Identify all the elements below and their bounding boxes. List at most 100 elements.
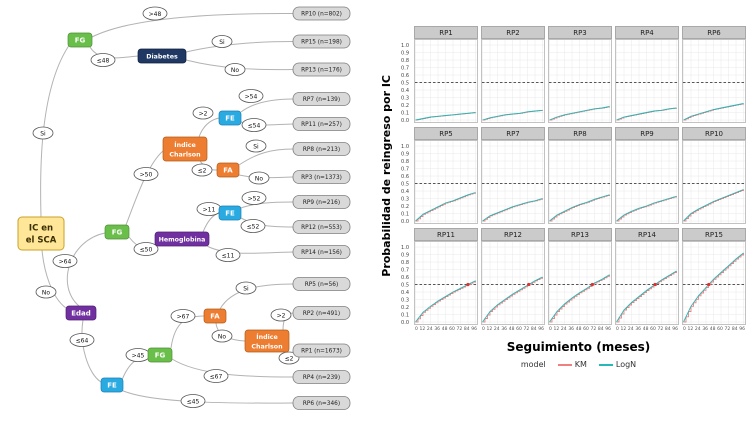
logn-line-swatch <box>598 363 613 366</box>
x-axis-ticks: 0 12 24 36 48 60 72 84 96 <box>616 327 678 332</box>
logn-curve <box>616 270 677 323</box>
tree-terminal-rp8: RP8 (n=213) <box>292 142 351 156</box>
tree-edge <box>171 358 294 378</box>
edge-label-si-root: Si <box>32 126 54 140</box>
svg-text:RP7 (n=139): RP7 (n=139) <box>303 97 340 103</box>
edge-label-le67: ≤67 <box>203 369 229 383</box>
svg-text:0.6: 0.6 <box>401 73 409 79</box>
edge-label-no-root: No <box>35 285 57 299</box>
svg-text:No: No <box>231 67 239 74</box>
facet-strip-RP9: RP9 <box>615 127 679 140</box>
tree-terminal-rp15: RP15 (n=198) <box>292 34 351 49</box>
svg-text:0.5: 0.5 <box>401 282 409 288</box>
svg-text:>45: >45 <box>132 352 145 359</box>
median-crossing-dot <box>590 282 594 287</box>
svg-text:FE: FE <box>225 210 235 218</box>
svg-text:Índice: Índice <box>174 140 196 149</box>
svg-text:≤45: ≤45 <box>187 398 200 405</box>
tree-edge <box>66 232 106 307</box>
svg-text:0.2: 0.2 <box>401 305 409 311</box>
svg-text:RP4 (n=239): RP4 (n=239) <box>303 375 340 381</box>
facet-panel-RP10 <box>682 140 746 224</box>
tree-node-diabetes: Diabetes <box>137 48 187 64</box>
x-axis-ticks: 0 12 24 36 48 60 72 84 96 <box>482 327 544 332</box>
edge-label-gt54: >54 <box>238 89 264 103</box>
svg-text:RP8 (n=213): RP8 (n=213) <box>303 147 340 153</box>
facet-panel-RP1 <box>414 39 478 123</box>
svg-text:Índice: Índice <box>256 332 278 341</box>
logn-curve <box>482 276 543 323</box>
logn-curve <box>482 198 543 222</box>
svg-text:Si: Si <box>40 130 46 137</box>
y-axis-ticks: 1.00.9 0.80.7 0.60.5 0.40.3 0.20.1 0.0 <box>401 245 409 325</box>
edge-label-le48: ≤48 <box>90 53 116 67</box>
svg-text:>50: >50 <box>140 171 153 178</box>
svg-text:0.4: 0.4 <box>401 290 409 296</box>
svg-text:>11: >11 <box>203 206 216 213</box>
facet-strip-RP10: RP10 <box>682 127 746 140</box>
facet-panel-RP12 <box>481 241 545 325</box>
legend-entry-logn: LogN <box>598 360 636 369</box>
logn-curve <box>683 103 744 121</box>
edge-label-le2-mid: ≤2 <box>191 163 213 177</box>
facet-strip-RP2: RP2 <box>481 26 545 39</box>
facet-panel-RP9 <box>615 140 679 224</box>
tree-edge <box>120 389 294 404</box>
svg-text:RP2 (n=491): RP2 (n=491) <box>303 311 340 317</box>
logn-curve <box>616 107 677 121</box>
svg-text:0.3: 0.3 <box>401 297 409 303</box>
svg-text:>2: >2 <box>199 110 208 117</box>
svg-text:0.5: 0.5 <box>401 181 409 187</box>
svg-text:>48: >48 <box>149 11 162 18</box>
tree-node-fa-bot: FA <box>203 308 227 324</box>
tree-node-edad: Edad <box>65 305 97 321</box>
facet-grid: RP1 RP2 RP3 RP4 RP6 1.0 0.9 0.8 0.7 0.6 0.5 0.4 0.3 0… <box>393 26 746 329</box>
logn-curve <box>415 192 476 222</box>
svg-text:el SCA: el SCA <box>26 236 57 246</box>
svg-text:RP13 (n=176): RP13 (n=176) <box>301 68 342 74</box>
svg-text:FA: FA <box>223 167 233 175</box>
svg-text:0.8: 0.8 <box>401 260 409 266</box>
svg-text:≤67: ≤67 <box>210 373 223 380</box>
svg-text:Diabetes: Diabetes <box>146 53 178 60</box>
facet-panel-RP14 <box>615 241 679 325</box>
legend-title: model <box>520 360 546 369</box>
tree-edge-labels: >48 ≤48 Si No Si No >64 ≤64 >50 ≤50 >2 ≤… <box>32 6 300 408</box>
svg-text:0.4: 0.4 <box>401 189 409 195</box>
tree-terminal-rp7: RP7 (n=139) <box>292 92 351 106</box>
svg-text:RP10 (n=802): RP10 (n=802) <box>301 12 342 18</box>
tree-terminal-rp5: RP5 (n=56) <box>292 277 351 291</box>
svg-text:0.5: 0.5 <box>401 80 409 86</box>
facet-strip-RP4: RP4 <box>615 26 679 39</box>
edge-label-si-fab: Si <box>235 281 257 295</box>
svg-text:≤11: ≤11 <box>222 252 235 259</box>
svg-text:RP14 (n=156): RP14 (n=156) <box>301 250 342 256</box>
svg-text:0.0: 0.0 <box>401 219 409 224</box>
facet-strip-RP15: RP15 <box>682 228 746 241</box>
facet-panel-RP15 <box>682 241 746 325</box>
tree-node-fe-top: FE <box>218 110 242 126</box>
svg-text:1.0: 1.0 <box>401 245 409 251</box>
svg-text:>2: >2 <box>277 312 286 319</box>
facet-panel-RP4 <box>615 39 679 123</box>
svg-text:0.7: 0.7 <box>401 166 409 172</box>
facet-chart-panel: Probabilidad de reingreso por IC RP1 RP2 R… <box>375 0 750 421</box>
svg-text:0.1: 0.1 <box>401 312 409 318</box>
svg-text:0.0: 0.0 <box>401 118 409 123</box>
edge-label-gt45: >45 <box>125 348 151 362</box>
edge-label-si-fa: Si <box>245 139 267 153</box>
tree-terminal-rp2: RP2 (n=491) <box>292 306 351 320</box>
logn-curve <box>683 252 744 323</box>
svg-text:0.1: 0.1 <box>401 110 409 116</box>
edge-label-gt2-mid: >2 <box>192 106 214 120</box>
svg-text:RP3 (n=1373): RP3 (n=1373) <box>301 175 342 181</box>
facet-strip-RP5: RP5 <box>414 127 478 140</box>
edge-label-le45: ≤45 <box>180 394 206 408</box>
svg-text:RP6 (n=346): RP6 (n=346) <box>303 401 340 407</box>
facet-strip-RP7: RP7 <box>481 127 545 140</box>
svg-text:0.2: 0.2 <box>401 103 409 109</box>
tree-edge <box>185 41 294 53</box>
decision-tree-panel: >48 ≤48 Si No Si No >64 ≤64 >50 ≤50 >2 ≤… <box>0 0 375 421</box>
edge-label-le52: ≤52 <box>240 219 266 233</box>
tree-terminal-rp4: RP4 (n=239) <box>292 370 351 384</box>
